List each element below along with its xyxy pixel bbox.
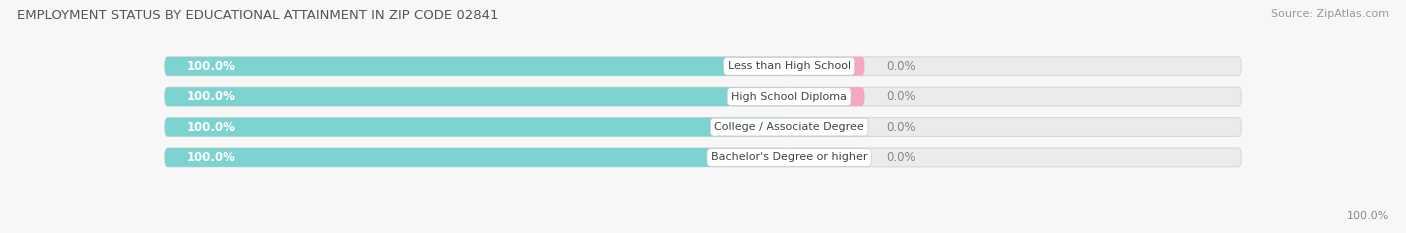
FancyBboxPatch shape: [165, 148, 789, 167]
Text: 100.0%: 100.0%: [186, 151, 235, 164]
Text: College / Associate Degree: College / Associate Degree: [714, 122, 865, 132]
FancyBboxPatch shape: [789, 148, 865, 167]
FancyBboxPatch shape: [165, 57, 789, 76]
Text: 0.0%: 0.0%: [886, 90, 915, 103]
Text: 0.0%: 0.0%: [886, 60, 915, 73]
Text: 100.0%: 100.0%: [186, 60, 235, 73]
Text: 0.0%: 0.0%: [886, 151, 915, 164]
Text: Source: ZipAtlas.com: Source: ZipAtlas.com: [1271, 9, 1389, 19]
Text: 100.0%: 100.0%: [186, 90, 235, 103]
Text: 100.0%: 100.0%: [1347, 211, 1389, 221]
FancyBboxPatch shape: [165, 118, 1241, 137]
Text: 100.0%: 100.0%: [186, 120, 235, 134]
Text: Bachelor's Degree or higher: Bachelor's Degree or higher: [711, 152, 868, 162]
FancyBboxPatch shape: [789, 57, 865, 76]
FancyBboxPatch shape: [165, 118, 789, 137]
Text: Less than High School: Less than High School: [727, 61, 851, 71]
Text: EMPLOYMENT STATUS BY EDUCATIONAL ATTAINMENT IN ZIP CODE 02841: EMPLOYMENT STATUS BY EDUCATIONAL ATTAINM…: [17, 9, 498, 22]
FancyBboxPatch shape: [789, 87, 865, 106]
Text: High School Diploma: High School Diploma: [731, 92, 848, 102]
FancyBboxPatch shape: [789, 118, 865, 137]
FancyBboxPatch shape: [165, 148, 1241, 167]
FancyBboxPatch shape: [165, 87, 789, 106]
FancyBboxPatch shape: [165, 57, 1241, 76]
FancyBboxPatch shape: [165, 87, 1241, 106]
Text: 0.0%: 0.0%: [886, 120, 915, 134]
